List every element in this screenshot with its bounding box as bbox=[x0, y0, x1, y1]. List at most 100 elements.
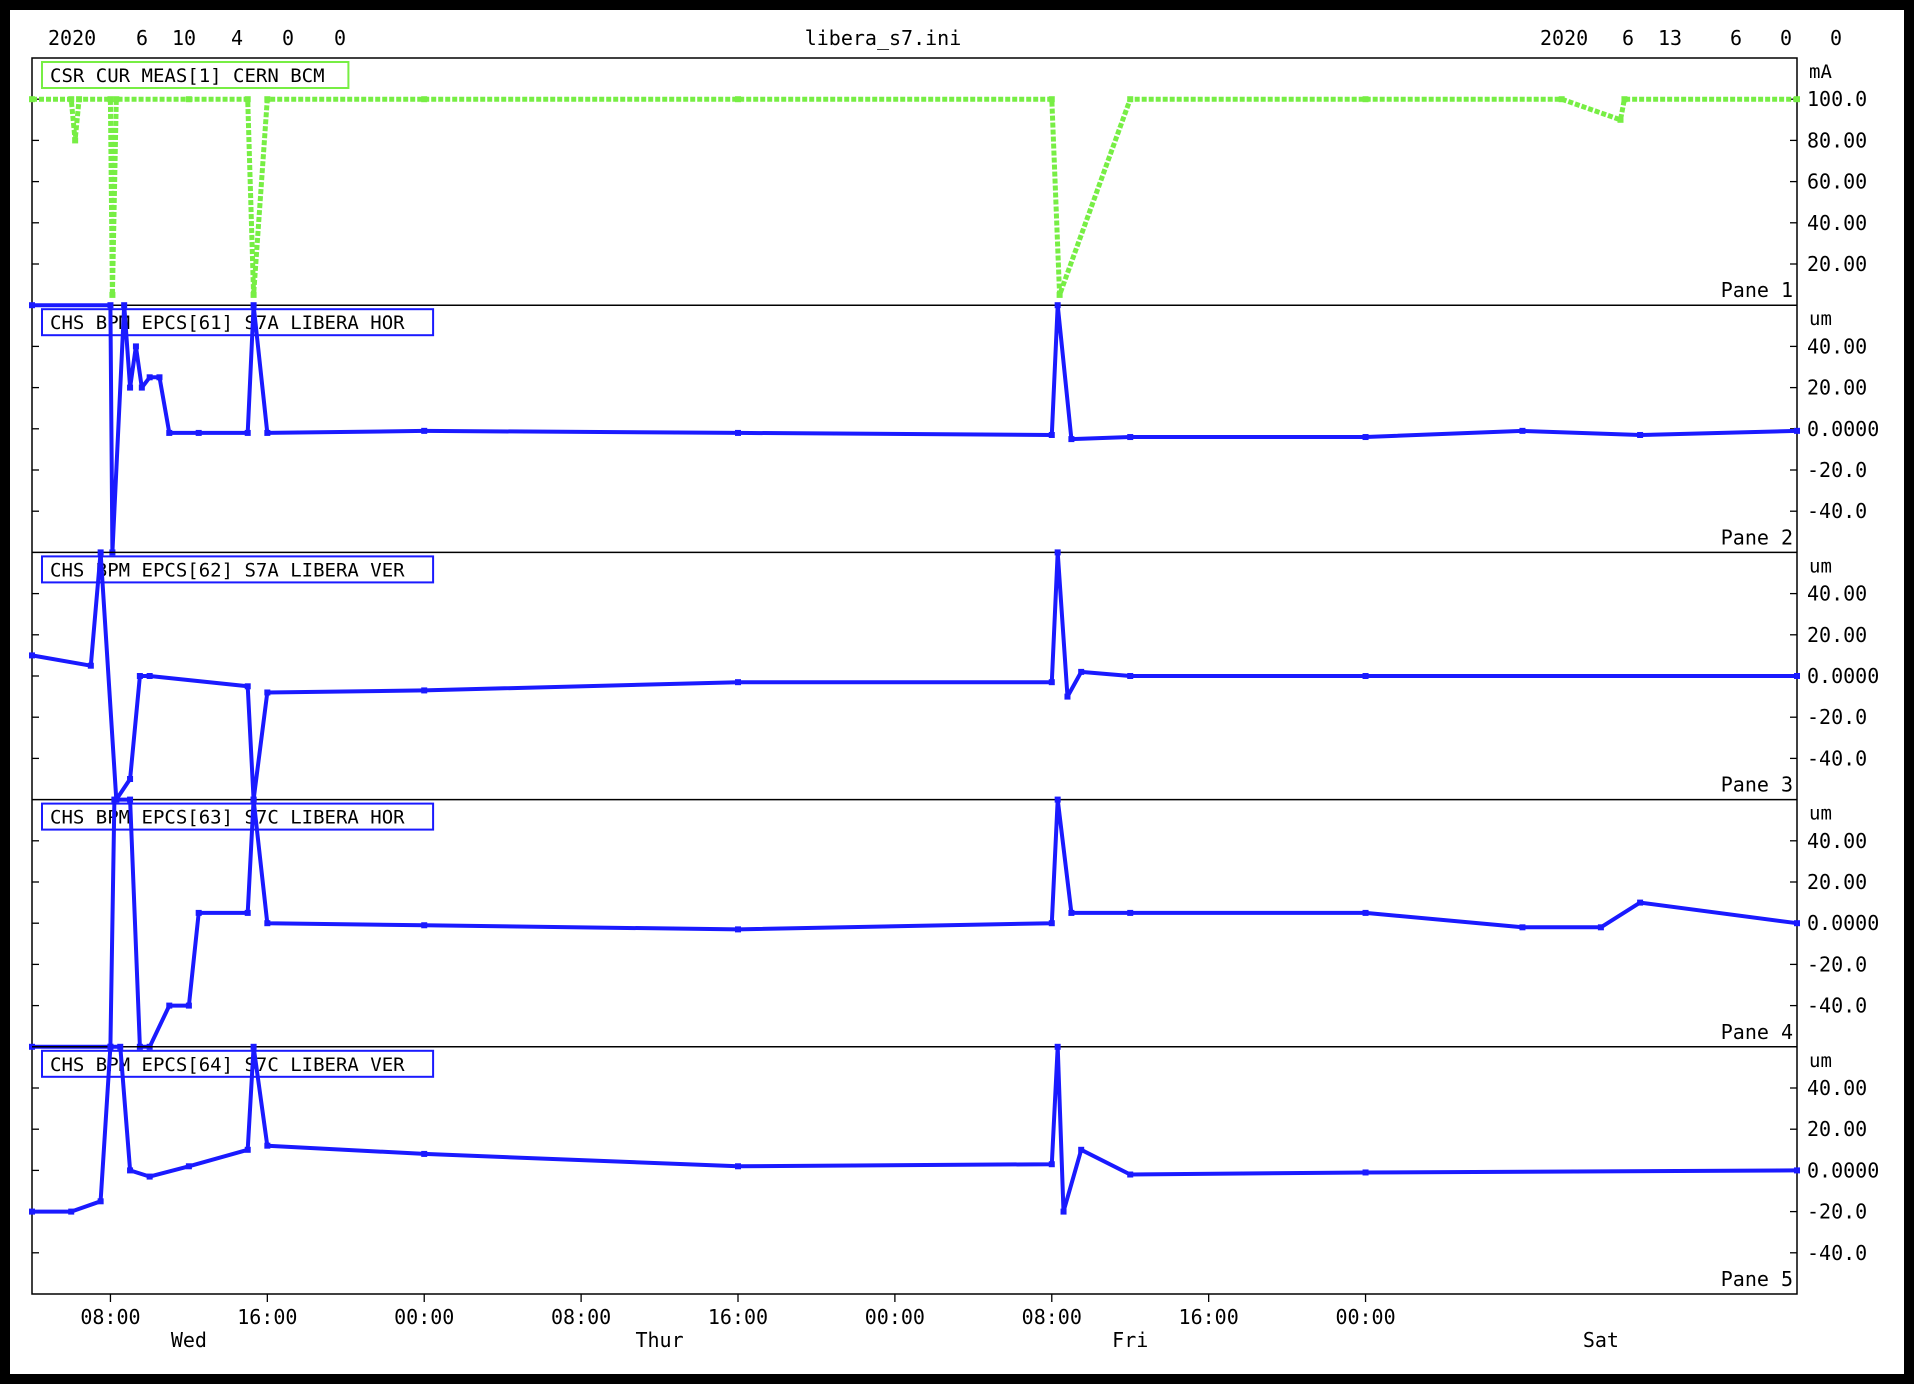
y-tick-label: 20.00 bbox=[1807, 870, 1867, 894]
data-point bbox=[1056, 291, 1063, 298]
data-point bbox=[121, 302, 128, 309]
data-point bbox=[1048, 96, 1055, 103]
pane-label: Pane 4 bbox=[1721, 1020, 1793, 1044]
pane-1: 100.0 80.00 60.00 40.00 20.00 mA Pane 1 CSR CUR… bbox=[29, 61, 1867, 302]
x-axis: 08:00 16:00 00:00 08:00 16:00 00:00 08:00 16:00… bbox=[80, 1294, 1619, 1352]
series-line bbox=[31, 550, 1797, 802]
start-year: 2020 bbox=[48, 26, 96, 50]
data-point bbox=[735, 926, 741, 933]
pane-label: Pane 3 bbox=[1721, 773, 1793, 797]
data-point bbox=[136, 673, 143, 679]
x-tick-label: 16:00 bbox=[708, 1305, 768, 1329]
panes: 100.0 80.00 60.00 40.00 20.00 mA Pane 1 CSR CUR… bbox=[29, 57, 1879, 1295]
unit-label: um bbox=[1809, 803, 1832, 825]
data-point bbox=[1519, 924, 1526, 931]
y-tick-label: 0.0000 bbox=[1807, 664, 1879, 688]
data-point bbox=[97, 1198, 104, 1205]
y-tick-label: 20.00 bbox=[1807, 252, 1867, 276]
end-month: 6 bbox=[1622, 26, 1634, 50]
x-tick-label: 16:00 bbox=[1179, 1305, 1239, 1329]
data-point bbox=[29, 96, 35, 103]
y-tick-label: -20.0 bbox=[1807, 1200, 1867, 1224]
data-point bbox=[1048, 1161, 1055, 1168]
series-legend-text: CHS BPM EPCS[62] S7A LIBERA VER bbox=[50, 559, 405, 581]
x-tick-label: 00:00 bbox=[865, 1305, 925, 1329]
x-tick-label: 00:00 bbox=[394, 1305, 454, 1329]
y-tick-label: -20.0 bbox=[1807, 705, 1867, 729]
series-legend-box bbox=[41, 61, 350, 89]
data-point bbox=[1078, 668, 1085, 675]
y-tick-label: 40.00 bbox=[1807, 1076, 1867, 1100]
data-point bbox=[244, 1146, 251, 1153]
data-point bbox=[185, 1163, 192, 1170]
pane-label: Pane 5 bbox=[1721, 1267, 1793, 1291]
data-point bbox=[68, 1208, 75, 1215]
data-point bbox=[146, 374, 153, 381]
y-tick-label: 0.0000 bbox=[1807, 911, 1879, 935]
data-point bbox=[421, 687, 428, 694]
data-point bbox=[107, 1043, 114, 1050]
data-point bbox=[1597, 924, 1604, 931]
day-label: Sat bbox=[1583, 1328, 1619, 1352]
data-point bbox=[1054, 796, 1061, 803]
y-tick-label: 80.00 bbox=[1807, 128, 1867, 152]
data-point bbox=[111, 796, 118, 803]
data-point bbox=[1794, 920, 1800, 927]
data-point bbox=[29, 1208, 35, 1215]
data-point bbox=[1362, 96, 1369, 103]
series-legend-box bbox=[41, 555, 435, 584]
data-point bbox=[109, 291, 116, 298]
y-tick-label: 0.0000 bbox=[1807, 1158, 1879, 1182]
data-point bbox=[76, 96, 83, 103]
data-point bbox=[117, 1043, 124, 1050]
header: 2020 6 10 4 0 0 libera_s7.ini 2020 6 13 … bbox=[48, 26, 1842, 50]
data-point bbox=[1048, 431, 1055, 438]
unit-label: mA bbox=[1809, 61, 1832, 83]
x-tick-label: 08:00 bbox=[80, 1305, 140, 1329]
y-tick-label: 40.00 bbox=[1807, 829, 1867, 853]
start-second: 0 bbox=[334, 26, 346, 50]
end-hour: 6 bbox=[1730, 26, 1742, 50]
data-point bbox=[185, 96, 192, 103]
x-tick-label: 08:00 bbox=[551, 1305, 611, 1329]
data-point bbox=[244, 909, 251, 916]
data-point bbox=[166, 1002, 173, 1009]
end-second: 0 bbox=[1830, 26, 1842, 50]
start-day: 10 bbox=[172, 26, 196, 50]
data-point bbox=[1362, 673, 1369, 679]
pane-label: Pane 2 bbox=[1721, 525, 1793, 549]
data-point bbox=[735, 679, 741, 686]
series-line bbox=[32, 797, 1798, 1049]
y-tick-label: -20.0 bbox=[1807, 458, 1867, 482]
data-point bbox=[107, 302, 114, 309]
y-tick-label: -40.0 bbox=[1807, 994, 1867, 1018]
data-point bbox=[1068, 436, 1075, 443]
data-point bbox=[421, 922, 428, 929]
data-point bbox=[1519, 427, 1526, 434]
pane-2: 40.00 20.00 0.0000 -20.0 -40.0 um Pane 2 CHS BP… bbox=[29, 302, 1879, 556]
series-legend-text: CHS BPM EPCS[61] S7A LIBERA HOR bbox=[50, 312, 405, 334]
data-point bbox=[185, 1002, 192, 1009]
data-point bbox=[146, 1173, 153, 1180]
end-minute: 0 bbox=[1780, 26, 1792, 50]
y-tick-label: 40.00 bbox=[1807, 211, 1867, 235]
data-point bbox=[1621, 96, 1628, 103]
data-point bbox=[195, 429, 202, 436]
data-point bbox=[1794, 1167, 1800, 1174]
data-point bbox=[1060, 1208, 1067, 1215]
day-label: Fri bbox=[1112, 1328, 1148, 1352]
data-point bbox=[250, 302, 257, 309]
data-point bbox=[735, 429, 741, 436]
data-point bbox=[421, 96, 428, 103]
data-point bbox=[1794, 96, 1800, 103]
data-point bbox=[1054, 302, 1061, 309]
data-point bbox=[1637, 899, 1644, 906]
data-point bbox=[1048, 679, 1055, 686]
data-point bbox=[735, 96, 741, 103]
y-tick-label: 20.00 bbox=[1807, 1117, 1867, 1141]
data-point bbox=[1362, 434, 1369, 441]
data-point bbox=[127, 776, 134, 782]
data-point bbox=[146, 673, 153, 679]
data-point bbox=[1127, 909, 1134, 916]
data-point bbox=[1558, 96, 1565, 103]
